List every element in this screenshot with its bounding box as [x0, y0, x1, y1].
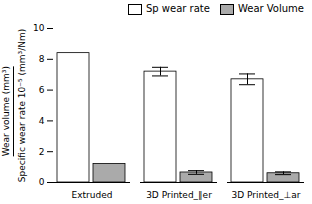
svg-text:2: 2 — [39, 147, 45, 157]
svg-text:3D Printed_∥er: 3D Printed_∥er — [146, 190, 212, 200]
svg-text:6: 6 — [39, 85, 45, 95]
svg-text:Specific wear rate 10⁻⁵ (mm³/N: Specific wear rate 10⁻⁵ (mm³/Nm) — [17, 29, 27, 182]
html-text:Wear Volume: Wear Volume — [237, 3, 304, 15]
svg-text:Extruded: Extruded — [72, 190, 113, 200]
svg-text:10: 10 — [33, 23, 45, 33]
svg-text:3D Printed_⊥ar: 3D Printed_⊥ar — [231, 190, 300, 200]
svg-text:4: 4 — [39, 116, 45, 126]
html-text:Sp wear rate: Sp wear rate — [146, 3, 210, 15]
svg-text:0: 0 — [39, 177, 45, 187]
html-text:Wear volume (mm³): Wear volume (mm³) — [0, 65, 11, 157]
svg-text:8: 8 — [39, 54, 45, 64]
